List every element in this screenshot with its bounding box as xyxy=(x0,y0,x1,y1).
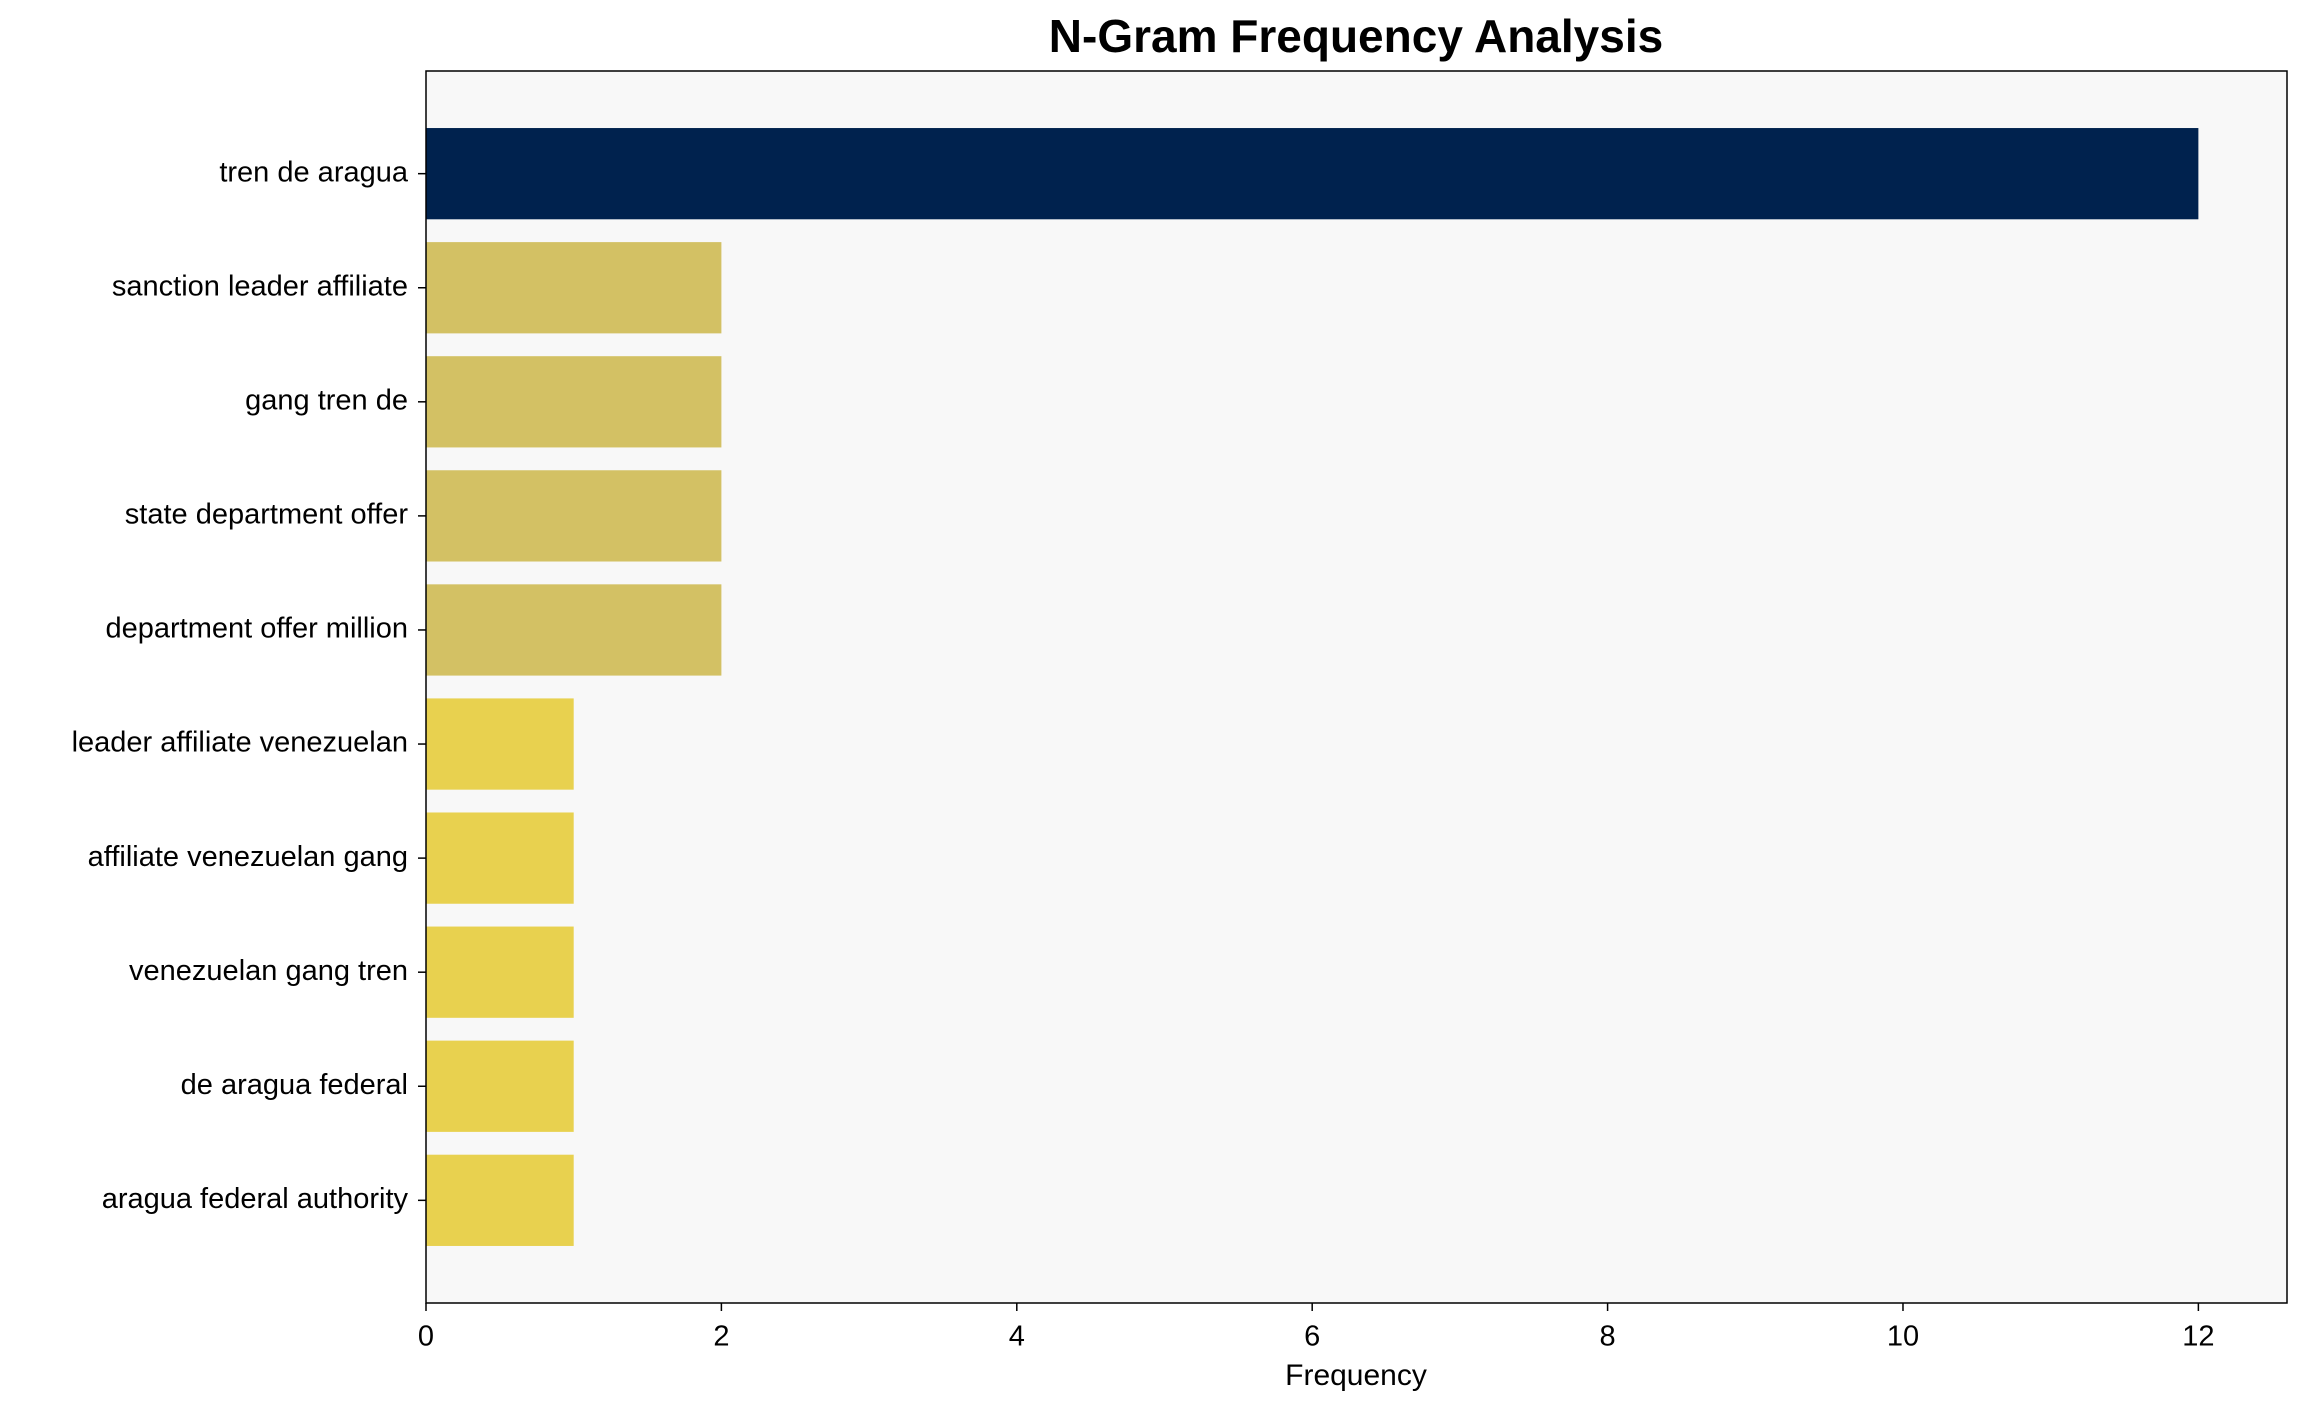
bar xyxy=(426,356,722,448)
bar xyxy=(426,470,722,562)
x-tick-label: 8 xyxy=(1600,1321,1616,1353)
x-tick-label: 4 xyxy=(1009,1321,1025,1353)
y-tick-label: affiliate venezuelan gang xyxy=(88,841,408,873)
y-tick-label: department offer million xyxy=(105,613,408,645)
x-tick-label: 10 xyxy=(1887,1321,1919,1353)
bar xyxy=(426,698,574,790)
bar xyxy=(426,1154,574,1246)
x-tick-label: 0 xyxy=(418,1321,434,1353)
bar xyxy=(426,128,2199,220)
bar xyxy=(426,812,574,904)
bar xyxy=(426,1040,574,1132)
x-tick-label: 12 xyxy=(2182,1321,2214,1353)
y-tick-label: venezuelan gang tren xyxy=(129,955,408,987)
y-tick-label: de aragua federal xyxy=(181,1069,408,1101)
y-tick-label: sanction leader affiliate xyxy=(112,270,408,302)
y-tick-label: leader affiliate venezuelan xyxy=(72,727,408,759)
plot-frame xyxy=(425,70,2288,1304)
bar xyxy=(426,584,722,676)
x-tick-label: 6 xyxy=(1304,1321,1320,1353)
y-tick-label: state department offer xyxy=(125,499,409,531)
x-tick-label: 2 xyxy=(713,1321,729,1353)
y-tick-label: tren de aragua xyxy=(219,156,409,188)
bar xyxy=(426,926,574,1018)
bar xyxy=(426,242,722,334)
y-tick-label: aragua federal authority xyxy=(102,1183,409,1215)
chart-title: N-Gram Frequency Analysis xyxy=(1049,10,1663,62)
x-axis-label: Frequency xyxy=(1285,1359,1427,1392)
plot-area xyxy=(426,71,2287,1303)
y-tick-label: gang tren de xyxy=(245,384,408,416)
